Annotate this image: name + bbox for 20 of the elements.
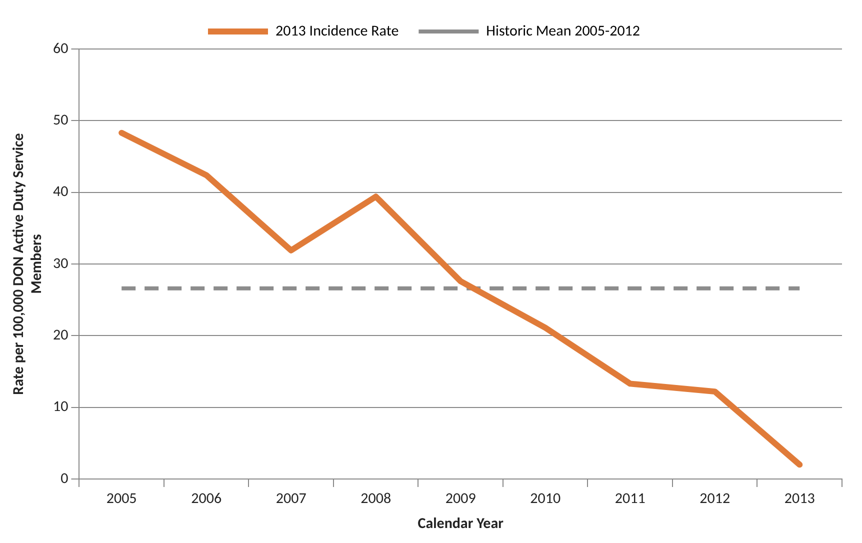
- x-tick-label: 2005: [106, 490, 137, 508]
- x-axis-title: Calendar Year: [418, 514, 504, 533]
- y-tick-label: 30: [52, 254, 69, 273]
- y-axis-title: Rate per 100,000 DON Active Duty Service Members: [10, 132, 46, 395]
- y-tick-label: 60: [52, 40, 69, 58]
- x-tick-label: 2009: [445, 490, 476, 508]
- y-tick-label: 50: [52, 111, 69, 130]
- y-tick-label: 10: [52, 398, 69, 416]
- y-tick-label: 20: [52, 326, 69, 344]
- x-tick-label: 2010: [530, 490, 561, 508]
- x-tick-label: 2007: [276, 490, 307, 508]
- x-tick-label: 2013: [784, 490, 816, 508]
- x-tick-label: 2012: [700, 490, 730, 508]
- x-tick-label: 2006: [191, 490, 222, 508]
- x-tick-label: 2008: [360, 490, 392, 508]
- y-tick-label: 0: [60, 470, 69, 488]
- legend-label: 2013 Incidence Rate: [275, 22, 399, 40]
- x-tick-label: 2011: [614, 490, 646, 508]
- legend-label: Historic Mean 2005-2012: [486, 22, 640, 40]
- y-tick-label: 40: [52, 183, 69, 202]
